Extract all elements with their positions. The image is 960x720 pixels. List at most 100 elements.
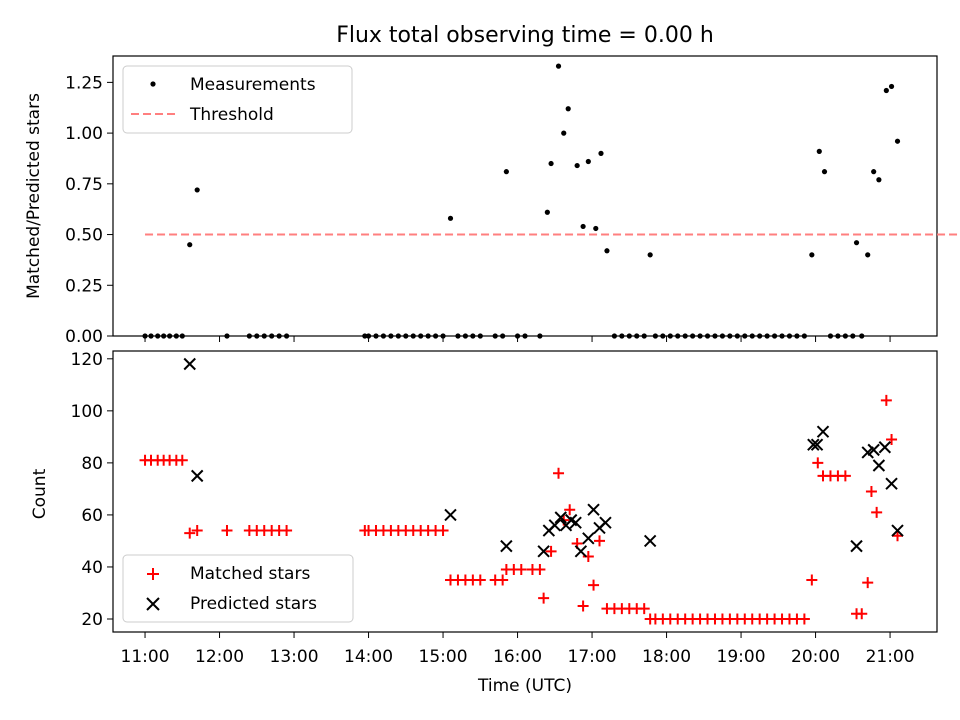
top-ytick-label: 0.50 bbox=[65, 226, 103, 246]
measurement-point bbox=[410, 333, 416, 339]
measurement-point bbox=[283, 333, 290, 339]
measurement-point bbox=[561, 130, 567, 136]
top-ytick-label: 1.25 bbox=[65, 73, 103, 93]
measurement-point bbox=[652, 333, 658, 339]
measurement-point bbox=[365, 333, 372, 339]
matched-star-point bbox=[497, 574, 509, 586]
predicted-star-point bbox=[599, 516, 612, 529]
measurement-point bbox=[865, 252, 871, 258]
predicted-star-point bbox=[850, 539, 863, 553]
measurement-point bbox=[447, 215, 454, 221]
measurement-point bbox=[611, 333, 618, 339]
predicted-star-point bbox=[569, 516, 582, 529]
matched-star-point bbox=[545, 545, 557, 557]
legend-x-marker bbox=[146, 597, 160, 611]
matched-star-point bbox=[281, 525, 293, 537]
measurement-point bbox=[888, 83, 895, 90]
measurement-point bbox=[503, 169, 509, 175]
measurement-point bbox=[537, 333, 543, 339]
matched-star-point bbox=[534, 564, 546, 576]
predicted-star-point bbox=[444, 508, 457, 522]
matched-star-point bbox=[638, 603, 650, 615]
predicted-star-point bbox=[500, 539, 513, 553]
measurement-point bbox=[362, 333, 368, 339]
matched-star-point bbox=[191, 525, 203, 537]
bottom-xtick-label: 14:00 bbox=[344, 647, 393, 667]
measurement-point bbox=[859, 333, 865, 339]
top-legend: Measurements Threshold bbox=[122, 65, 353, 134]
measurement-point bbox=[388, 333, 394, 339]
top-ytick-label: 0.00 bbox=[65, 327, 103, 347]
measurement-point bbox=[853, 240, 860, 246]
measurement-point bbox=[835, 333, 841, 339]
bottom-legend-frame bbox=[122, 554, 354, 623]
matched-star-point bbox=[582, 551, 594, 563]
bottom-ytick-label: 120 bbox=[71, 350, 103, 370]
measurement-point bbox=[565, 106, 571, 112]
measurement-point bbox=[821, 169, 828, 175]
bottom-xtick-label: 11:00 bbox=[121, 647, 170, 667]
bottom-ytick-label: 40 bbox=[81, 558, 103, 578]
top-legend-frame bbox=[122, 65, 353, 134]
predicted-star-point bbox=[554, 511, 567, 524]
measurement-point bbox=[593, 225, 599, 232]
predicted-star-point bbox=[878, 441, 892, 454]
matched-star-point bbox=[553, 467, 565, 479]
measurement-point bbox=[418, 333, 424, 339]
matched-star-point bbox=[880, 394, 892, 406]
measurement-point bbox=[667, 333, 673, 339]
predicted-star-point bbox=[548, 519, 562, 532]
measurement-point bbox=[749, 333, 755, 339]
top-panel: Matched/Predicted stars 0.00 0.25 0.50 0.75… bbox=[24, 55, 960, 347]
matched-star-point bbox=[184, 527, 196, 539]
matched-star-point bbox=[176, 454, 188, 466]
bottom-xtick-label: 20:00 bbox=[791, 647, 840, 667]
matched-star-point bbox=[865, 486, 877, 497]
legend-measurements-label: Measurements bbox=[190, 75, 316, 95]
bottom-xtick-label: 15:00 bbox=[419, 647, 468, 667]
measurement-point bbox=[764, 333, 770, 339]
measurement-point bbox=[894, 138, 901, 144]
predicted-star-point bbox=[867, 443, 880, 457]
measurement-point bbox=[771, 333, 778, 339]
measurement-point bbox=[742, 333, 748, 339]
matched-star-point bbox=[588, 579, 600, 591]
measurement-point bbox=[842, 333, 848, 339]
measurement-point bbox=[690, 333, 696, 339]
measurement-point bbox=[697, 333, 703, 339]
matched-star-point bbox=[538, 592, 550, 604]
measurement-point bbox=[675, 333, 681, 339]
measurement-point bbox=[254, 333, 260, 339]
measurement-point bbox=[142, 333, 148, 339]
measurement-point bbox=[734, 333, 740, 339]
measurement-point bbox=[477, 333, 483, 339]
measurement-point bbox=[395, 333, 401, 339]
bottom-ytick-label: 60 bbox=[81, 506, 103, 526]
bottom-xtick-label: 21:00 bbox=[866, 647, 915, 667]
chart-title: Flux total observing time = 0.00 h bbox=[336, 23, 714, 48]
measurement-point bbox=[194, 187, 200, 193]
matched-star-point bbox=[812, 457, 824, 469]
matched-star-point bbox=[798, 613, 810, 625]
measurement-point bbox=[786, 333, 793, 339]
matched-star-point bbox=[437, 525, 449, 537]
predicted-star-point bbox=[885, 477, 898, 490]
measurement-point bbox=[585, 158, 591, 165]
measurement-point bbox=[641, 333, 647, 339]
matched-star-point bbox=[892, 530, 904, 542]
measurement-point bbox=[179, 333, 185, 339]
predicted-star-point bbox=[891, 524, 904, 537]
legend-predicted-label: Predicted stars bbox=[190, 594, 317, 614]
predicted-star-point bbox=[872, 459, 886, 472]
bottom-y-axis: 20 40 60 80 100 120 bbox=[71, 350, 113, 630]
legend-plus-marker bbox=[147, 568, 159, 580]
measurement-point bbox=[779, 333, 785, 339]
measurement-point bbox=[647, 252, 653, 258]
matched-star-point bbox=[806, 574, 818, 586]
matched-star-point bbox=[474, 574, 486, 586]
bottom-xtick-label: 16:00 bbox=[493, 647, 542, 667]
matched-star-point bbox=[871, 506, 883, 518]
measurement-point bbox=[440, 333, 446, 339]
matched-star-point bbox=[515, 564, 527, 576]
measurement-point bbox=[727, 333, 733, 339]
